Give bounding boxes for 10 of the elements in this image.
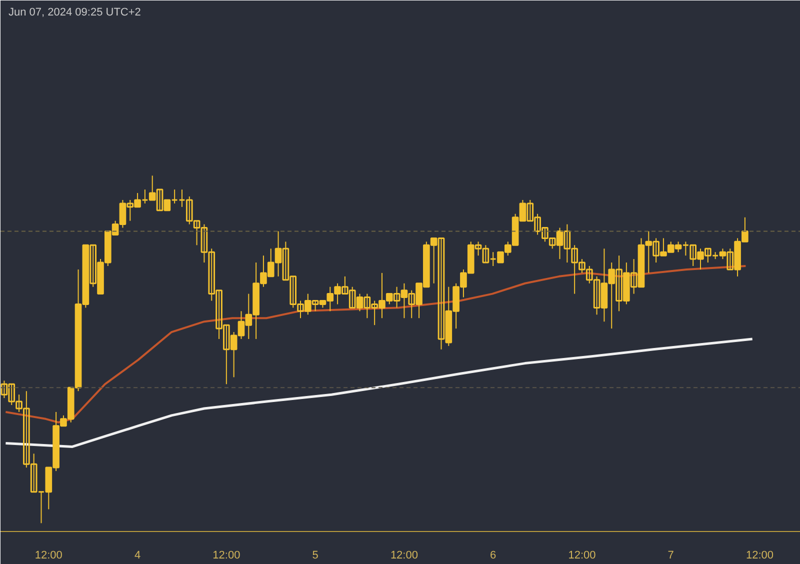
x-tick-label: 12:00	[390, 550, 418, 562]
x-tick-label: 12:00	[568, 550, 596, 562]
x-tick-label: 12:00	[746, 550, 774, 562]
x-tick-label: 7	[668, 550, 674, 562]
text: Jun 07, 2024 09:25 UTC+2	[8, 6, 141, 18]
x-tick-label: 6	[490, 550, 496, 562]
x-tick-label: 5	[312, 550, 318, 562]
x-tick-label: 12:00	[212, 550, 240, 562]
x-tick-label: 4	[134, 550, 141, 562]
x-tick-label: 12:00	[34, 550, 62, 562]
